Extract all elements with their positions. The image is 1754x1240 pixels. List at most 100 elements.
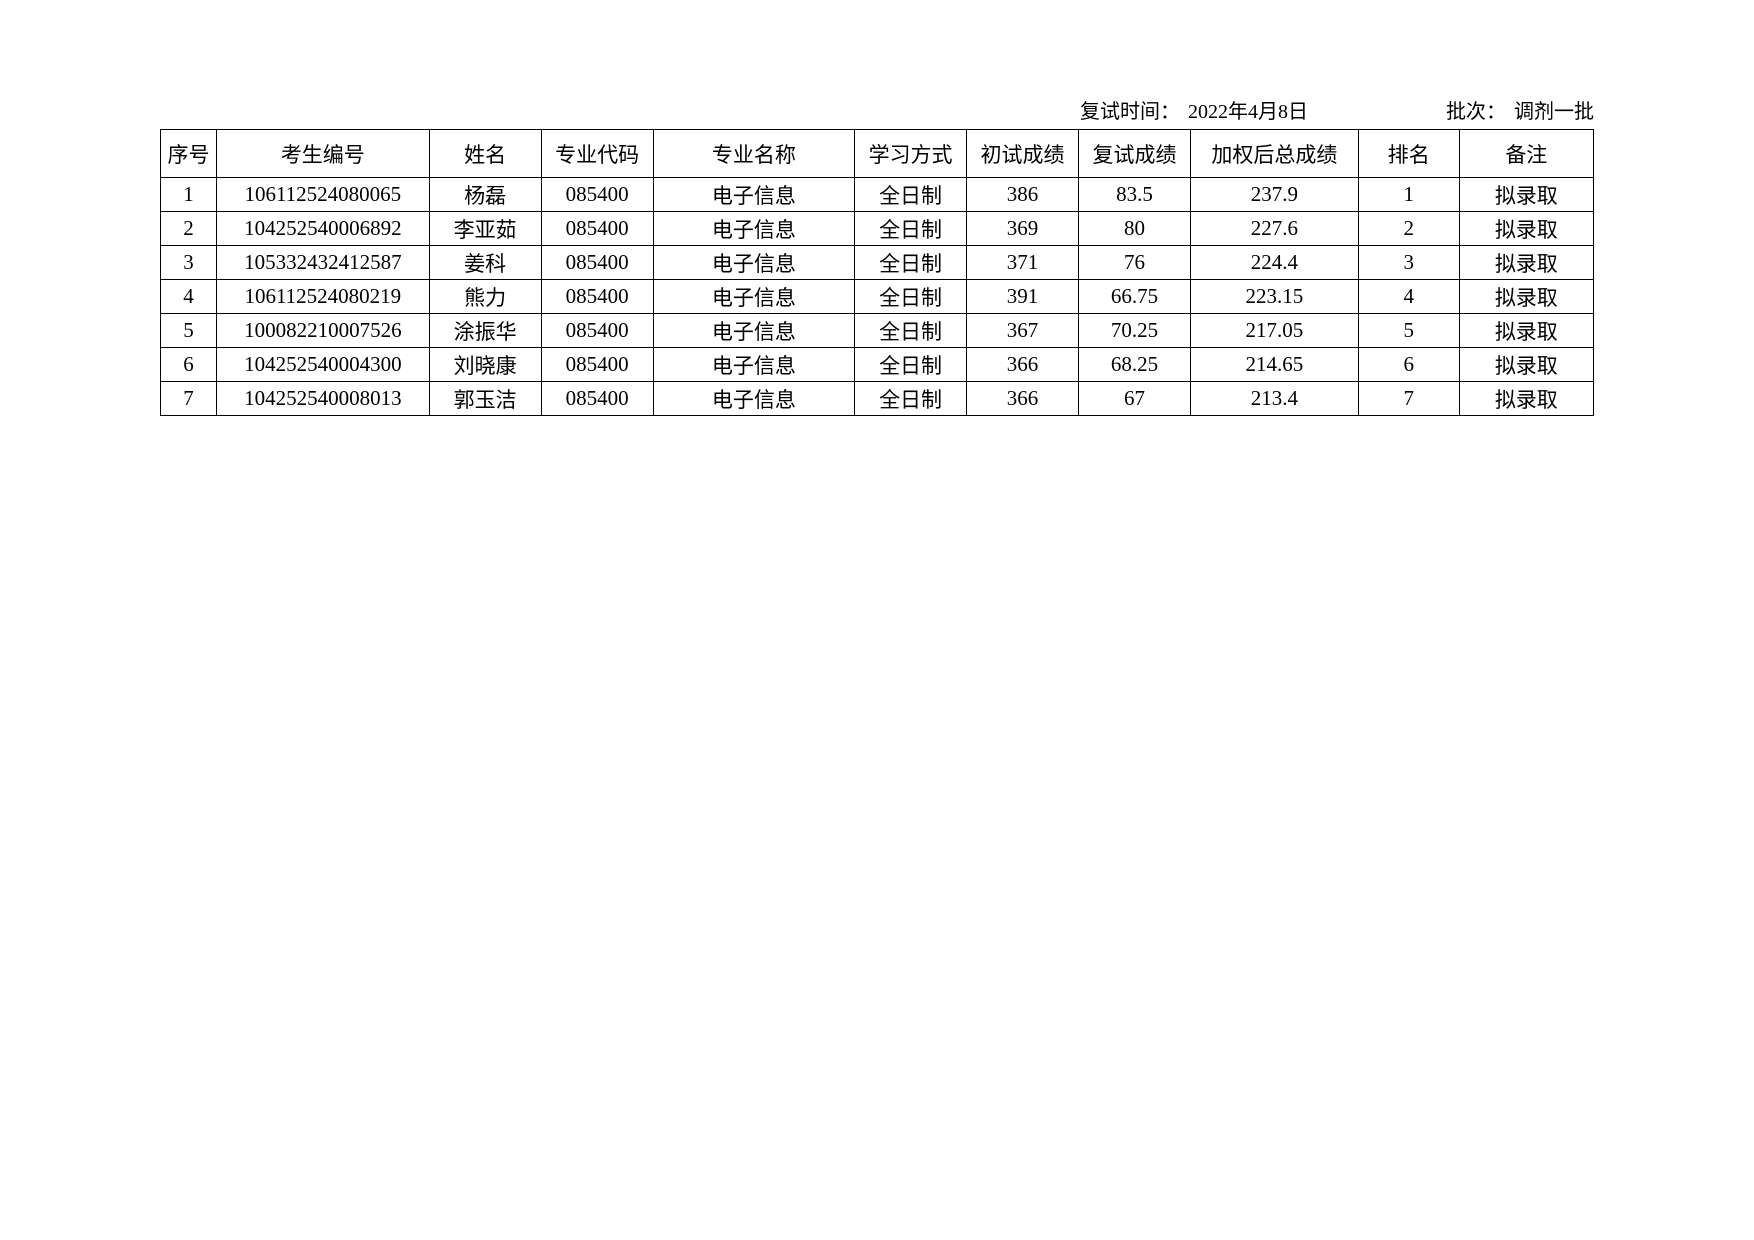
cell-seq: 3 (161, 246, 217, 280)
cell-note: 拟录取 (1459, 382, 1593, 416)
cell-name: 郭玉洁 (429, 382, 541, 416)
cell-code: 085400 (541, 246, 653, 280)
cell-total: 217.05 (1190, 314, 1358, 348)
col-header-rank: 排名 (1358, 130, 1459, 178)
table-row: 3105332432412587姜科085400电子信息全日制37176224.… (161, 246, 1594, 280)
cell-mode: 全日制 (855, 178, 967, 212)
header-spacer (1308, 95, 1438, 124)
cell-score2: 66.75 (1079, 280, 1191, 314)
col-header-total: 加权后总成绩 (1190, 130, 1358, 178)
cell-total: 214.65 (1190, 348, 1358, 382)
col-header-name: 姓名 (429, 130, 541, 178)
cell-code: 085400 (541, 348, 653, 382)
results-table: 序号 考生编号 姓名 专业代码 专业名称 学习方式 初试成绩 复试成绩 加权后总… (160, 129, 1594, 416)
table-row: 7104252540008013郭玉洁085400电子信息全日制36667213… (161, 382, 1594, 416)
cell-major: 电子信息 (653, 280, 855, 314)
date-value: 2022年4月8日 (1188, 95, 1308, 124)
cell-note: 拟录取 (1459, 348, 1593, 382)
cell-rank: 1 (1358, 178, 1459, 212)
cell-major: 电子信息 (653, 246, 855, 280)
cell-score2: 80 (1079, 212, 1191, 246)
cell-total: 227.6 (1190, 212, 1358, 246)
cell-id: 104252540006892 (216, 212, 429, 246)
cell-name: 李亚茹 (429, 212, 541, 246)
cell-note: 拟录取 (1459, 212, 1593, 246)
cell-score2: 76 (1079, 246, 1191, 280)
header-info: 复试时间： 2022年4月8日 批次： 调剂一批 (160, 95, 1594, 124)
cell-major: 电子信息 (653, 382, 855, 416)
cell-score2: 67 (1079, 382, 1191, 416)
cell-rank: 7 (1358, 382, 1459, 416)
cell-score1: 366 (967, 348, 1079, 382)
cell-score2: 68.25 (1079, 348, 1191, 382)
cell-name: 熊力 (429, 280, 541, 314)
cell-major: 电子信息 (653, 178, 855, 212)
batch-label: 批次： (1446, 95, 1506, 124)
cell-mode: 全日制 (855, 212, 967, 246)
table-header-row: 序号 考生编号 姓名 专业代码 专业名称 学习方式 初试成绩 复试成绩 加权后总… (161, 130, 1594, 178)
cell-score1: 367 (967, 314, 1079, 348)
cell-score2: 70.25 (1079, 314, 1191, 348)
cell-id: 104252540008013 (216, 382, 429, 416)
cell-score1: 391 (967, 280, 1079, 314)
col-header-seq: 序号 (161, 130, 217, 178)
col-header-major: 专业名称 (653, 130, 855, 178)
col-header-score1: 初试成绩 (967, 130, 1079, 178)
table-row: 4106112524080219熊力085400电子信息全日制39166.752… (161, 280, 1594, 314)
cell-score2: 83.5 (1079, 178, 1191, 212)
cell-code: 085400 (541, 314, 653, 348)
cell-id: 100082210007526 (216, 314, 429, 348)
cell-total: 213.4 (1190, 382, 1358, 416)
table-row: 2 104252540006892李亚茹085400电子信息全日制36980227… (161, 212, 1594, 246)
cell-seq: 7 (161, 382, 217, 416)
cell-rank: 6 (1358, 348, 1459, 382)
table-row: 5100082210007526涂振华085400电子信息全日制36770.25… (161, 314, 1594, 348)
table-row: 1106112524080065杨磊085400电子信息全日制38683.523… (161, 178, 1594, 212)
cell-code: 085400 (541, 212, 653, 246)
col-header-mode: 学习方式 (855, 130, 967, 178)
cell-note: 拟录取 (1459, 314, 1593, 348)
cell-mode: 全日制 (855, 348, 967, 382)
cell-rank: 3 (1358, 246, 1459, 280)
batch-value: 调剂一批 (1514, 95, 1594, 124)
cell-mode: 全日制 (855, 280, 967, 314)
cell-id: 105332432412587 (216, 246, 429, 280)
cell-total: 237.9 (1190, 178, 1358, 212)
cell-seq: 1 (161, 178, 217, 212)
cell-note: 拟录取 (1459, 280, 1593, 314)
cell-rank: 4 (1358, 280, 1459, 314)
col-header-note: 备注 (1459, 130, 1593, 178)
cell-name: 杨磊 (429, 178, 541, 212)
cell-mode: 全日制 (855, 246, 967, 280)
cell-mode: 全日制 (855, 382, 967, 416)
col-header-code: 专业代码 (541, 130, 653, 178)
col-header-score2: 复试成绩 (1079, 130, 1191, 178)
cell-score1: 386 (967, 178, 1079, 212)
cell-rank: 2 (1358, 212, 1459, 246)
cell-score1: 366 (967, 382, 1079, 416)
cell-id: 104252540004300 (216, 348, 429, 382)
cell-score1: 371 (967, 246, 1079, 280)
cell-code: 085400 (541, 280, 653, 314)
cell-mode: 全日制 (855, 314, 967, 348)
cell-total: 223.15 (1190, 280, 1358, 314)
cell-major: 电子信息 (653, 212, 855, 246)
date-label: 复试时间： (1080, 95, 1180, 124)
cell-code: 085400 (541, 382, 653, 416)
cell-name: 涂振华 (429, 314, 541, 348)
cell-score1: 369 (967, 212, 1079, 246)
cell-total: 224.4 (1190, 246, 1358, 280)
cell-name: 姜科 (429, 246, 541, 280)
cell-name: 刘晓康 (429, 348, 541, 382)
cell-seq: 5 (161, 314, 217, 348)
cell-major: 电子信息 (653, 348, 855, 382)
table-body: 1106112524080065杨磊085400电子信息全日制38683.523… (161, 178, 1594, 416)
cell-rank: 5 (1358, 314, 1459, 348)
cell-major: 电子信息 (653, 314, 855, 348)
cell-seq: 6 (161, 348, 217, 382)
cell-seq: 4 (161, 280, 217, 314)
cell-code: 085400 (541, 178, 653, 212)
cell-note: 拟录取 (1459, 246, 1593, 280)
col-header-id: 考生编号 (216, 130, 429, 178)
cell-id: 106112524080065 (216, 178, 429, 212)
